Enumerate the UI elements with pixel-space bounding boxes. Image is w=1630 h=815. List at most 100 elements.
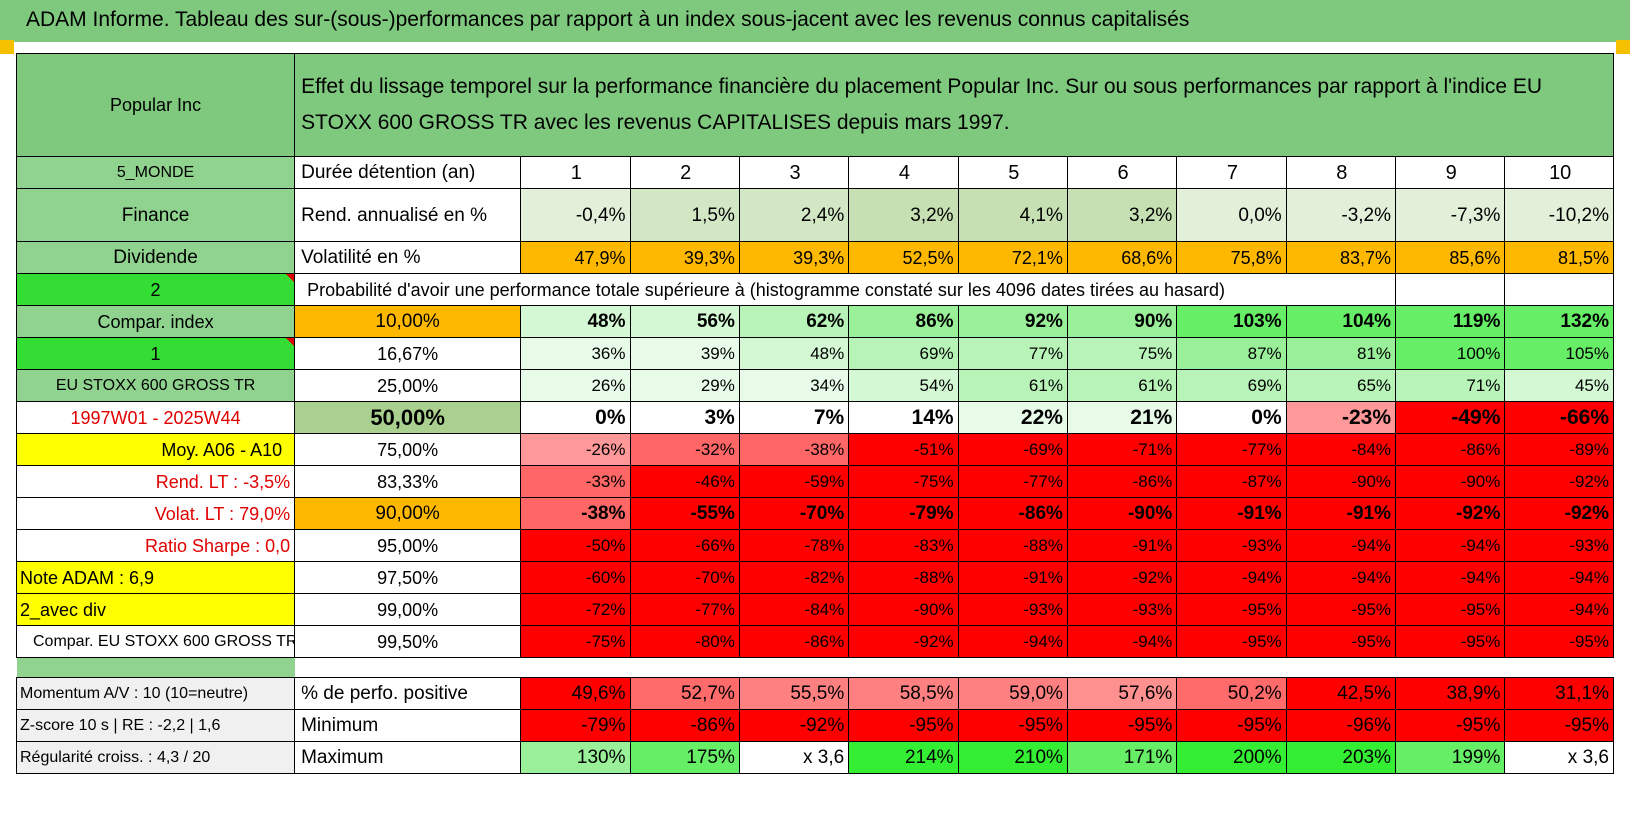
percentile-value: 81% <box>1285 337 1397 370</box>
percentile-value: 36% <box>520 337 631 370</box>
rend-value: 0,0% <box>1176 188 1287 242</box>
vol-value: 85,6% <box>1395 241 1506 274</box>
percentile-value: -94% <box>1176 561 1287 594</box>
perfpos-value: 58,5% <box>848 677 959 710</box>
percentile-value: -77% <box>629 593 740 626</box>
rend-lt-label: Rend. LT : -3,5% <box>15 465 296 498</box>
percentile-value: -86% <box>738 625 850 658</box>
perfpos-value: 52,7% <box>629 677 740 710</box>
percentile-value: 92% <box>957 305 1068 338</box>
percentile-value: -26% <box>520 433 631 466</box>
percentile-value: -94% <box>1504 561 1614 594</box>
percentile-value: 105% <box>1504 337 1614 370</box>
percentile-value: 61% <box>957 369 1068 402</box>
percentile-value: -94% <box>1395 529 1506 562</box>
minimum-value: -95% <box>848 709 959 742</box>
percentile-value: 119% <box>1395 305 1506 338</box>
percentile-value: -91% <box>1285 497 1397 530</box>
vol-value: 52,5% <box>848 241 959 274</box>
percentile-value: -90% <box>848 593 959 626</box>
percentile-value: 39% <box>629 337 740 370</box>
minimum-value: -86% <box>629 709 740 742</box>
percentile-value: -93% <box>1504 529 1614 562</box>
percentile-value: 103% <box>1176 305 1287 338</box>
percentile-value: -94% <box>1395 561 1506 594</box>
percentile-value: -94% <box>957 625 1068 658</box>
year-header: 10 <box>1504 156 1614 189</box>
rend-value: -0,4% <box>520 188 631 242</box>
percentile-label: 83,33% <box>294 465 522 498</box>
percentile-value: -86% <box>1066 465 1178 498</box>
percentile-value: 54% <box>848 369 959 402</box>
vol-value: 72,1% <box>957 241 1068 274</box>
percentile-value: -78% <box>738 529 850 562</box>
percentile-label: 97,50% <box>294 561 522 594</box>
zscore-label: Z-score 10 s | RE : -2,2 | 1,6 <box>15 709 296 742</box>
maximum-value: 200% <box>1176 741 1287 774</box>
percentile-value: -79% <box>848 497 959 530</box>
percentile-label: 90,00% <box>294 497 522 530</box>
year-header: 6 <box>1066 156 1178 189</box>
year-header: 2 <box>629 156 740 189</box>
percentile-label: 25,00% <box>294 369 522 402</box>
percentile-value: 21% <box>1066 401 1178 434</box>
year-header: 8 <box>1285 156 1397 189</box>
percentile-value: -72% <box>520 593 631 626</box>
percentile-value: -50% <box>520 529 631 562</box>
year-header: 7 <box>1176 156 1287 189</box>
maximum-value: 199% <box>1395 741 1506 774</box>
percentile-value: 48% <box>520 305 631 338</box>
percentile-value: -90% <box>1395 465 1506 498</box>
percentile-value: -92% <box>848 625 959 658</box>
percentile-value: -95% <box>1285 625 1397 658</box>
option-1-cell[interactable]: 1 <box>15 337 296 370</box>
percentile-value: -91% <box>1066 529 1178 562</box>
regularite-label: Régularité croiss. : 4,3 / 20 <box>15 741 296 774</box>
percentile-value: 26% <box>520 369 631 402</box>
percentile-label: 99,50% <box>294 625 522 658</box>
percentile-value: 56% <box>629 305 740 338</box>
percentile-value: 48% <box>738 337 850 370</box>
maximum-value: 175% <box>629 741 740 774</box>
percentile-value: -87% <box>1176 465 1287 498</box>
compar-index-label: Compar. index <box>15 305 296 338</box>
percentile-value: -38% <box>520 497 631 530</box>
percentile-value: -90% <box>1285 465 1397 498</box>
percentile-value: -70% <box>738 497 850 530</box>
perfpos-value: 59,0% <box>957 677 1068 710</box>
region-label: 5_MONDE <box>15 156 296 189</box>
vol-value: 83,7% <box>1285 241 1397 274</box>
percentile-value: -66% <box>1504 401 1614 434</box>
option-2-cell[interactable]: 2 <box>15 273 296 306</box>
minimum-value: -95% <box>1066 709 1178 742</box>
minimum-value: -95% <box>1395 709 1506 742</box>
percentile-value: 0% <box>1176 401 1287 434</box>
maximum-label: Maximum <box>294 741 522 774</box>
rend-label: Rend. annualisé en % <box>294 188 522 242</box>
percentile-value: -38% <box>738 433 850 466</box>
year-header: 1 <box>520 156 631 189</box>
percentile-value: -86% <box>957 497 1068 530</box>
empty-cell <box>1395 273 1506 306</box>
perfpos-value: 50,2% <box>1176 677 1287 710</box>
percentile-value: -89% <box>1504 433 1614 466</box>
minimum-label: Minimum <box>294 709 522 742</box>
percentile-value: 87% <box>1176 337 1287 370</box>
percentile-value: -95% <box>1395 625 1506 658</box>
percentile-value: -93% <box>1066 593 1178 626</box>
percentile-value: 90% <box>1066 305 1178 338</box>
percentile-value: -69% <box>957 433 1068 466</box>
percentile-value: -90% <box>1066 497 1178 530</box>
percentile-value: 77% <box>957 337 1068 370</box>
percentile-value: -82% <box>738 561 850 594</box>
percentile-value: -86% <box>1395 433 1506 466</box>
percentile-value: -84% <box>738 593 850 626</box>
percentile-value: -92% <box>1395 497 1506 530</box>
percentile-value: -91% <box>957 561 1068 594</box>
vol-value: 75,8% <box>1176 241 1287 274</box>
perfpos-value: 38,9% <box>1395 677 1506 710</box>
perfpos-value: 31,1% <box>1504 677 1614 710</box>
percentile-value: -23% <box>1285 401 1397 434</box>
percentile-value: 86% <box>848 305 959 338</box>
description: Effet du lissage temporel sur la perform… <box>294 53 1614 157</box>
